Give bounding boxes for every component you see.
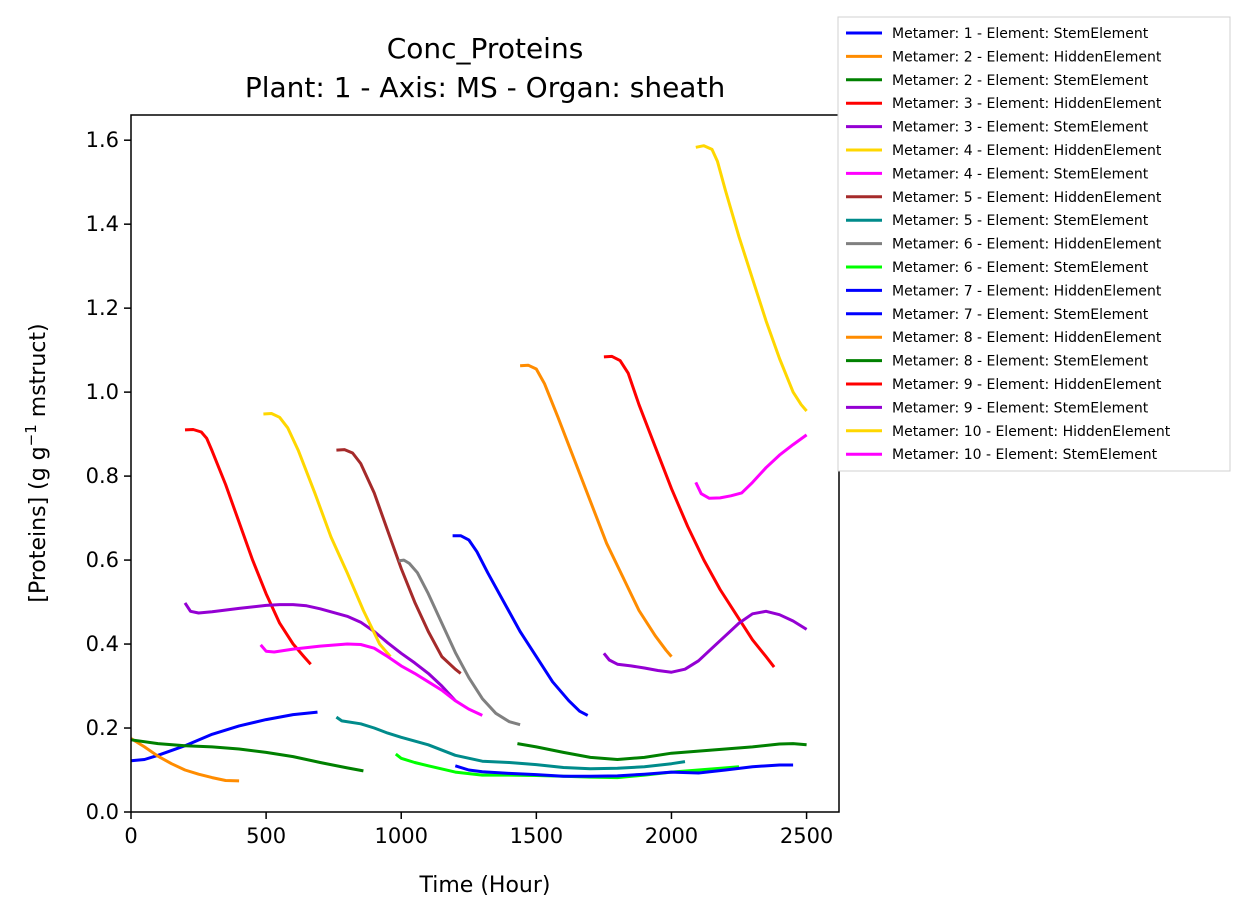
series-line-16 <box>603 354 776 669</box>
series-line-8 <box>336 448 462 675</box>
series-line-19 <box>694 433 808 500</box>
x-tick-label: 2000 <box>645 824 698 848</box>
y-tick-label: 0.2 <box>86 716 119 740</box>
x-tick-label: 1500 <box>510 824 563 848</box>
series-line-9 <box>335 715 686 771</box>
y-tick-label: 1.2 <box>86 296 119 320</box>
legend-entry-5: Metamer: 3 - Element: StemElement <box>892 120 1149 136</box>
y-tick-label: 0.6 <box>86 548 119 572</box>
legend-entry-8: Metamer: 5 - Element: HiddenElement <box>892 190 1162 206</box>
legend-entry-10: Metamer: 6 - Element: HiddenElement <box>892 237 1162 253</box>
legend-entry-4: Metamer: 3 - Element: HiddenElement <box>892 96 1162 112</box>
legend-entry-19: Metamer: 10 - Element: StemElement <box>892 447 1158 463</box>
y-axis-label-superscript: −1 <box>22 424 40 446</box>
x-tick-label: 1000 <box>375 824 428 848</box>
x-tick-label: 0 <box>124 824 137 848</box>
series-line-13 <box>454 763 794 778</box>
legend: Metamer: 1 - Element: StemElement Metamer… <box>837 16 1231 472</box>
legend-frame <box>837 16 1231 472</box>
y-tick-label: 1.0 <box>86 380 119 404</box>
legend-entry-15: Metamer: 8 - Element: StemElement <box>892 354 1149 370</box>
series-line-12 <box>452 534 589 717</box>
series-line-3 <box>130 738 364 773</box>
tick-layer: 0 500 1000 1500 2000 2500 0.0 0.2 0.4 0.6 0.8 1.0 1.… <box>86 128 834 848</box>
series-layer <box>130 144 808 783</box>
legend-entry-13: Metamer: 7 - Element: StemElement <box>892 307 1149 323</box>
series-line-5 <box>183 602 457 702</box>
legend-entry-12: Metamer: 7 - Element: HiddenElement <box>892 283 1162 299</box>
chart-subtitle: Plant: 1 - Axis: MS - Organ: sheath <box>245 71 725 104</box>
series-line-4 <box>184 428 312 666</box>
y-tick-label: 0.0 <box>86 800 119 824</box>
y-tick-label: 1.6 <box>86 128 119 152</box>
series-line-1 <box>130 710 318 763</box>
y-tick-label: 0.8 <box>86 464 119 488</box>
series-line-7 <box>259 642 483 717</box>
x-axis-label: Time (Hour) <box>419 873 551 898</box>
legend-entry-1: Metamer: 1 - Element: StemElement <box>892 26 1149 42</box>
legend-entry-17: Metamer: 9 - Element: StemElement <box>892 400 1149 416</box>
legend-entry-14: Metamer: 8 - Element: HiddenElement <box>892 330 1162 346</box>
series-line-14 <box>520 363 673 658</box>
y-axis-label-main: [Proteins] (g g <box>26 446 51 602</box>
legend-entry-9: Metamer: 5 - Element: StemElement <box>892 213 1149 229</box>
legend-entry-6: Metamer: 4 - Element: HiddenElement <box>892 143 1162 159</box>
y-axis-label: [Proteins] (g g−1 mstruct) <box>22 323 51 602</box>
legend-entry-16: Metamer: 9 - Element: HiddenElement <box>892 377 1162 393</box>
legend-entry-3: Metamer: 2 - Element: StemElement <box>892 73 1149 89</box>
series-line-2 <box>130 737 240 783</box>
series-line-17 <box>602 609 808 674</box>
series-line-18 <box>695 144 808 412</box>
legend-entry-11: Metamer: 6 - Element: StemElement <box>892 260 1149 276</box>
y-axis-label-tail: mstruct) <box>26 323 51 424</box>
legend-entry-7: Metamer: 4 - Element: StemElement <box>892 166 1149 182</box>
series-line-6 <box>263 412 392 658</box>
y-tick-label: 0.4 <box>86 632 119 656</box>
series-line-10 <box>398 558 521 727</box>
legend-entry-18: Metamer: 10 - Element: HiddenElement <box>892 424 1171 440</box>
x-tick-label: 500 <box>246 824 286 848</box>
y-tick-label: 1.4 <box>86 212 119 236</box>
x-tick-label: 2500 <box>780 824 833 848</box>
chart-title: Conc_Proteins <box>387 32 584 65</box>
legend-entry-2: Metamer: 2 - Element: HiddenElement <box>892 49 1162 65</box>
series-line-15 <box>517 742 807 761</box>
